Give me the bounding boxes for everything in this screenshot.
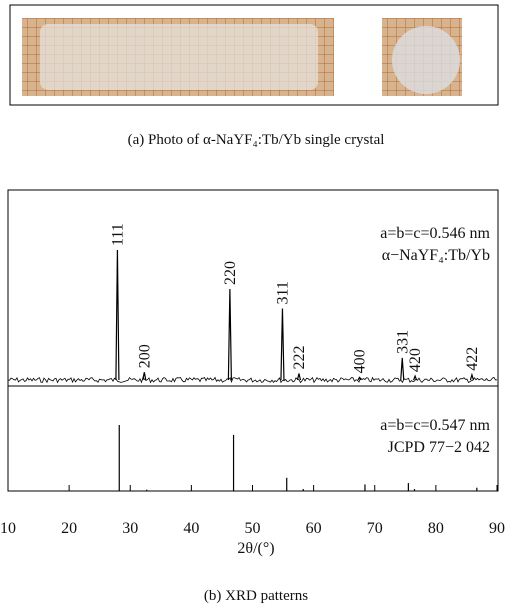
x-tick-label: 70 — [367, 520, 383, 537]
caption: (b) XRD patterns — [204, 588, 308, 604]
peak-label: 222 — [291, 346, 308, 370]
photo-frame — [9, 4, 499, 106]
x-tick-label: 30 — [122, 520, 138, 537]
peak — [227, 288, 232, 381]
caption: (a) Photo of α-NaYF₄:Tb/Yb single crysta… — [128, 132, 385, 148]
peak — [400, 357, 405, 381]
peak-label: 400 — [351, 349, 368, 373]
peak — [115, 249, 120, 381]
annotation: a=b=c=0.547 nm — [380, 417, 490, 434]
x-tick-label: 60 — [306, 520, 322, 537]
peak-label: 420 — [407, 348, 424, 372]
x-tick-label: 90 — [489, 520, 505, 537]
peak — [142, 372, 147, 381]
peak — [357, 376, 362, 381]
x-tick-label: 20 — [61, 520, 77, 537]
annotation: α−NaYF₄:Tb/Yb — [382, 247, 490, 264]
peak-label: 111 — [109, 223, 126, 246]
peak-label: 220 — [222, 261, 239, 285]
x-tick-label: 40 — [183, 520, 199, 537]
annotation: JCPD 77−2 042 — [388, 439, 490, 456]
peak — [413, 374, 418, 381]
peak-label: 200 — [136, 344, 153, 368]
annotation: a=b=c=0.546 nm — [380, 225, 490, 242]
peak — [469, 372, 475, 381]
x-tick-label: 50 — [245, 520, 261, 537]
crystal-body — [40, 24, 318, 90]
peak-label: 311 — [274, 281, 291, 304]
x-tick-label: 10 — [0, 520, 16, 537]
baseline-noise — [7, 376, 498, 384]
peak — [280, 308, 285, 381]
x-axis-title: 2θ/(°) — [237, 540, 274, 557]
peak — [296, 373, 302, 381]
crystal-slice — [392, 26, 460, 94]
x-tick-label: 80 — [428, 520, 444, 537]
peak-label: 331 — [394, 330, 411, 354]
peak-label: 422 — [464, 347, 481, 371]
